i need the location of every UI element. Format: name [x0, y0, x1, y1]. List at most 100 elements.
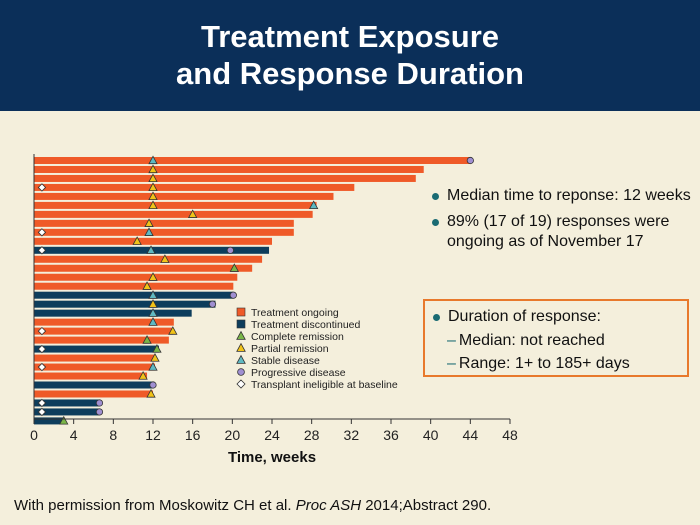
marker-complete-remission-21-1 — [142, 335, 152, 344]
duration-callout-box: Duration of response: – Median: not reach… — [423, 299, 689, 377]
marker-transplant-ineligible-24-1 — [37, 362, 47, 372]
legend-symbol-3 — [236, 330, 246, 340]
marker-partial-remission-5-1 — [148, 191, 158, 201]
bar-patient-5 — [34, 192, 334, 200]
marker-stable-disease-18-1 — [148, 308, 158, 317]
bar-patient-13 — [34, 264, 253, 272]
x-tick-label-28: 28 — [304, 427, 320, 443]
bar-patient-14 — [34, 273, 238, 281]
bar-patient-23 — [34, 354, 155, 362]
marker-progressive-disease-1-2 — [466, 156, 474, 165]
dash-icon: – — [447, 332, 456, 349]
marker-progressive-disease-28-2 — [95, 399, 104, 407]
sub-bullet-range-text: Range: 1+ to 185+ days — [458, 355, 630, 372]
bar-patient-1 — [34, 157, 471, 164]
bar-patient-8 — [34, 219, 294, 227]
bar-patient-16 — [34, 291, 234, 299]
bar-patient-25 — [34, 372, 148, 380]
marker-stable-disease-1-1 — [148, 155, 158, 165]
bar-patient-22 — [34, 345, 159, 353]
marker-progressive-disease-29-2 — [95, 408, 104, 416]
marker-partial-remission-4-2 — [148, 182, 158, 192]
bar-patient-30 — [34, 417, 64, 425]
marker-transplant-ineligible-4-1 — [37, 183, 47, 192]
marker-partial-remission-14-1 — [148, 272, 158, 281]
legend-label-2: Treatment discontinued — [251, 319, 360, 331]
sub-bullet-range: – Range: 1+ to 185+ days — [447, 353, 630, 375]
marker-stable-disease-19-1 — [148, 317, 158, 326]
marker-transplant-ineligible-20-1 — [37, 326, 47, 336]
dash-icon: – — [447, 355, 456, 372]
bullet-dot-icon — [432, 219, 439, 226]
legend-label-5: Stable disease — [251, 355, 320, 367]
marker-progressive-disease-26-1 — [149, 381, 157, 389]
sub-bullet-median-text: Median: not reached — [458, 332, 605, 349]
legend-symbol-1 — [236, 307, 246, 317]
marker-partial-remission-6-1 — [148, 200, 158, 209]
marker-transplant-ineligible-9-1 — [37, 228, 47, 237]
bar-patient-15 — [34, 282, 234, 290]
legend-label-4: Partial remission — [251, 343, 329, 355]
bullet-dot-icon — [432, 193, 439, 200]
marker-transplant-ineligible-22-1 — [37, 344, 47, 354]
x-tick-label-40: 40 — [423, 427, 439, 443]
marker-partial-remission-23-1 — [150, 353, 160, 362]
bullet-median-time: Median time to reponse: 12 weeks — [432, 186, 692, 206]
marker-stable-disease-6-2 — [308, 200, 319, 209]
marker-progressive-disease-16-2 — [229, 291, 237, 299]
x-tick-label-48: 48 — [502, 427, 518, 443]
legend-label-6: Progressive disease — [251, 367, 346, 379]
marker-transplant-ineligible-28-1 — [37, 398, 47, 408]
marker-transplant-ineligible-29-1 — [37, 407, 47, 417]
marker-partial-remission-2-1 — [148, 164, 158, 174]
bar-patient-18 — [34, 309, 192, 317]
marker-partial-remission-27-1 — [146, 388, 156, 398]
marker-stable-disease-9-2 — [144, 227, 154, 236]
citation-text-start: With permission from Moskowitz CH et al. — [14, 497, 296, 514]
bar-patient-21 — [34, 336, 169, 344]
marker-partial-remission-15-1 — [142, 281, 152, 290]
marker-transplant-ineligible-11-1 — [37, 246, 47, 255]
legend-symbol-7 — [236, 379, 246, 389]
x-tick-label-0: 0 — [30, 427, 38, 443]
bullet-duration-text: Duration of response: — [448, 308, 601, 325]
x-tick-label-24: 24 — [264, 427, 280, 443]
bar-patient-10 — [34, 237, 272, 245]
marker-progressive-disease-11-3 — [226, 246, 234, 254]
x-tick-label-44: 44 — [463, 427, 479, 443]
citation-journal: Proc ASH — [295, 497, 362, 514]
legend-symbol-5 — [236, 354, 246, 364]
marker-partial-remission-7-1 — [187, 209, 198, 218]
slide-title-line-1: Treatment Exposure — [200, 19, 500, 54]
bar-patient-7 — [34, 210, 313, 218]
bar-patient-27 — [34, 390, 153, 398]
sub-bullet-median: – Median: not reached — [447, 330, 605, 352]
legend-symbol-6 — [237, 368, 245, 376]
x-tick-label-32: 32 — [344, 427, 360, 443]
legend-symbol-2 — [236, 319, 246, 329]
marker-partial-remission-8-1 — [144, 218, 154, 227]
bullet-median-time-text: Median time to reponse: 12 weeks — [447, 187, 691, 204]
legend-label-1: Treatment ongoing — [251, 307, 339, 319]
x-axis-label: Time, weeks — [228, 449, 316, 466]
marker-partial-remission-17-1 — [148, 299, 158, 308]
bar-patient-6 — [34, 201, 317, 209]
marker-partial-remission-12-1 — [160, 254, 170, 263]
slide-title: Treatment Exposure and Response Duration — [0, 18, 700, 92]
citation-text-end: 2014;Abstract 290. — [361, 497, 492, 514]
marker-complete-remission-22-2 — [152, 344, 162, 353]
x-tick-label-4: 4 — [70, 427, 78, 443]
marker-partial-remission-3-1 — [148, 173, 158, 183]
x-tick-label-8: 8 — [109, 427, 117, 443]
summary-bullets: Median time to reponse: 12 weeks 89% (17… — [432, 186, 692, 258]
legend-symbol-4 — [236, 342, 246, 352]
marker-stable-disease-16-1 — [148, 290, 158, 299]
marker-complete-remission-13-1 — [229, 263, 239, 272]
x-tick-label-12: 12 — [145, 427, 161, 443]
bullet-dot-icon — [433, 314, 440, 321]
bar-patient-24 — [34, 363, 155, 371]
marker-partial-remission-25-1 — [138, 370, 148, 380]
bar-patient-9 — [34, 228, 294, 236]
bullet-duration: Duration of response: — [433, 306, 601, 328]
